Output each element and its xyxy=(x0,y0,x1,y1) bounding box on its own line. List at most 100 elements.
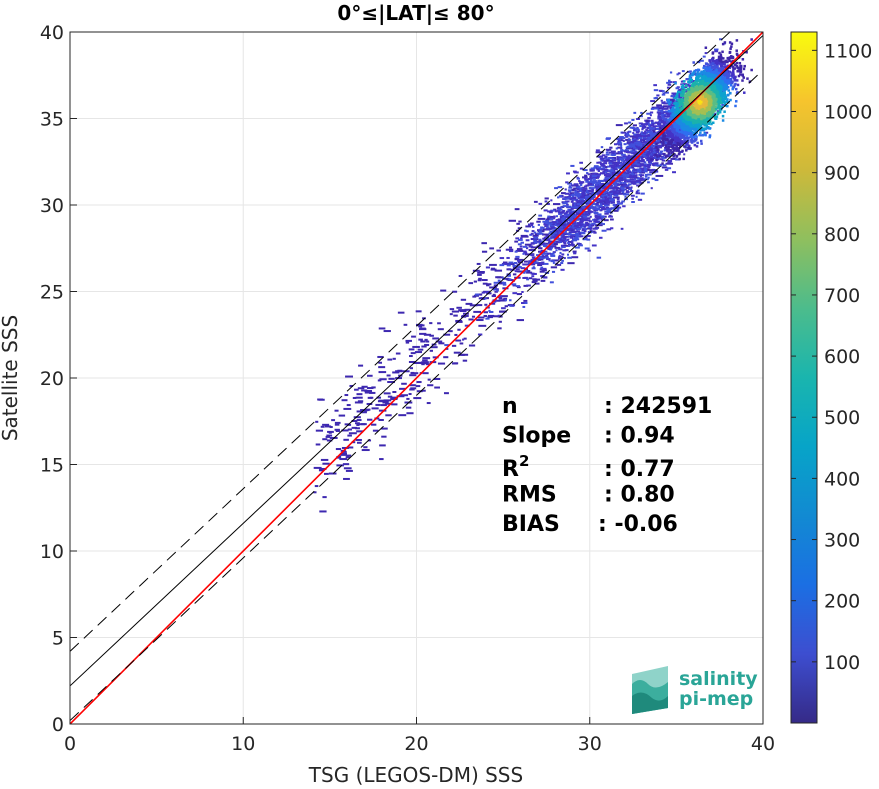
density-cell xyxy=(584,213,589,216)
density-cell xyxy=(410,372,419,375)
density-cell xyxy=(669,106,675,109)
density-cell xyxy=(685,144,690,147)
density-cell xyxy=(567,243,575,246)
density-cell xyxy=(661,116,664,119)
density-cell xyxy=(535,258,540,261)
density-cell xyxy=(639,171,646,174)
density-cell xyxy=(677,72,681,75)
density-cell xyxy=(575,234,580,237)
density-cell xyxy=(576,205,581,208)
density-cell xyxy=(586,191,590,194)
density-cell xyxy=(586,227,591,230)
density-cell xyxy=(569,209,572,212)
density-cell xyxy=(341,429,349,432)
density-cell xyxy=(367,439,372,442)
density-cell xyxy=(561,192,566,195)
density-cell xyxy=(478,277,482,280)
density-cell xyxy=(567,228,571,231)
density-cell xyxy=(569,235,575,238)
density-cell xyxy=(729,91,732,95)
density-cell xyxy=(514,270,518,273)
density-cell xyxy=(640,160,644,163)
density-cell xyxy=(532,266,535,269)
density-cell xyxy=(552,261,555,264)
density-cell xyxy=(679,108,682,111)
density-cell xyxy=(576,242,581,245)
density-cell xyxy=(567,205,572,208)
density-cell xyxy=(635,143,638,146)
density-cell xyxy=(633,111,637,114)
density-cell xyxy=(456,306,462,309)
density-cell xyxy=(619,181,623,184)
density-cell xyxy=(536,240,542,243)
density-cell xyxy=(590,195,596,198)
density-cell xyxy=(671,151,675,154)
density-cell xyxy=(555,220,560,223)
density-cell xyxy=(557,256,561,259)
density-cell xyxy=(735,61,739,65)
density-cell xyxy=(387,381,395,384)
density-cell xyxy=(600,146,604,149)
density-cell xyxy=(608,162,613,165)
density-cell xyxy=(632,180,637,183)
density-cell xyxy=(521,235,529,238)
density-cell xyxy=(415,385,421,388)
density-cell xyxy=(582,228,588,231)
density-cell xyxy=(608,151,613,154)
density-cell xyxy=(623,173,628,176)
density-cell xyxy=(401,382,407,385)
density-cell xyxy=(626,134,630,137)
density-cell xyxy=(590,224,594,227)
density-cell xyxy=(584,215,588,218)
density-cell xyxy=(515,249,524,252)
density-cell xyxy=(659,126,663,130)
density-cell xyxy=(543,209,548,212)
density-cell xyxy=(599,155,602,158)
density-cell xyxy=(639,141,644,144)
density-cell xyxy=(650,140,654,143)
density-cell xyxy=(568,193,571,196)
density-cell xyxy=(646,112,652,115)
density-cell xyxy=(611,152,615,155)
density-cell xyxy=(465,302,473,305)
density-cell xyxy=(622,171,627,174)
density-cell xyxy=(546,258,551,261)
density-cell xyxy=(646,150,651,153)
density-cell xyxy=(672,136,676,139)
density-cell xyxy=(585,180,590,183)
density-cell xyxy=(728,59,731,62)
density-cell xyxy=(485,266,491,269)
density-cell xyxy=(496,249,501,252)
density-cell xyxy=(560,268,565,271)
density-cell xyxy=(648,127,653,130)
density-cell xyxy=(705,116,709,120)
density-cell xyxy=(579,183,583,186)
density-cell xyxy=(666,106,669,109)
density-cell xyxy=(579,206,584,209)
density-cell xyxy=(629,142,634,145)
density-cell xyxy=(628,144,633,147)
density-cell xyxy=(570,207,574,210)
density-cell xyxy=(682,80,686,83)
density-cell xyxy=(533,200,538,203)
density-cell xyxy=(547,241,551,244)
density-cell xyxy=(613,174,618,177)
density-cell xyxy=(334,421,341,424)
density-cell xyxy=(639,177,644,180)
density-cell xyxy=(706,79,710,82)
density-cell xyxy=(544,200,548,203)
density-cell xyxy=(591,203,595,206)
density-cell xyxy=(614,205,619,208)
density-cell xyxy=(666,115,670,118)
density-cell xyxy=(322,462,330,465)
density-cell xyxy=(624,179,629,182)
density-cell xyxy=(630,155,634,158)
density-cell xyxy=(598,188,602,191)
density-cell xyxy=(709,120,712,123)
density-cell xyxy=(596,197,601,200)
density-cell xyxy=(501,262,507,265)
density-cell xyxy=(607,149,610,152)
density-cell xyxy=(474,293,480,296)
density-cell xyxy=(617,183,620,186)
density-cell xyxy=(593,192,598,195)
